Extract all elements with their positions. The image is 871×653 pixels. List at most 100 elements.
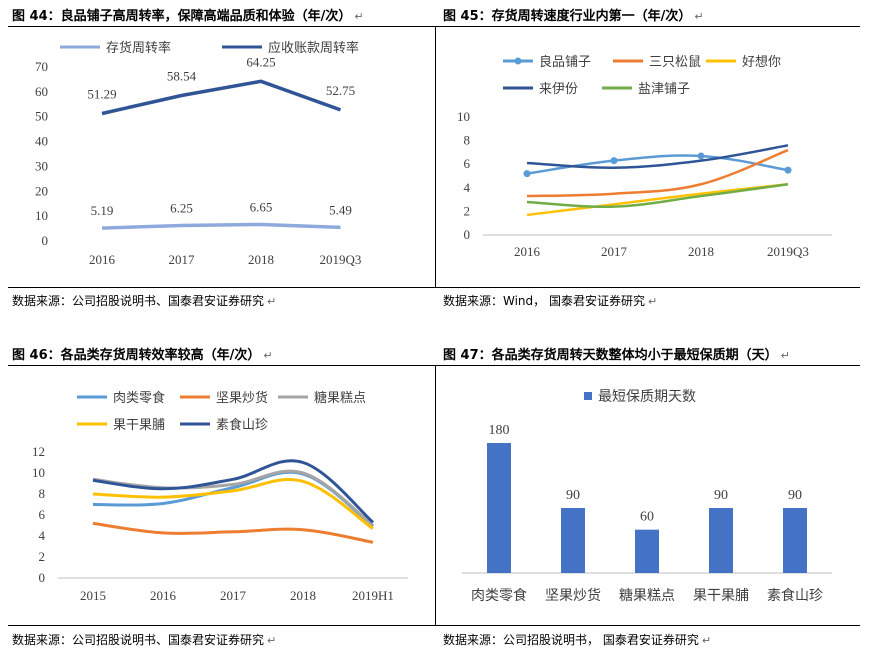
legend-label: 果干果脯 bbox=[113, 418, 165, 433]
x-tick-label: 2019H1 bbox=[352, 588, 394, 603]
bar bbox=[709, 508, 733, 573]
figure-44-title: 图 44：良品铺子高周转率，保障高端品质和体验（年/次） ↵ bbox=[12, 9, 364, 24]
legend-label: 盐津铺子 bbox=[638, 82, 690, 97]
x-tick-label: 肉类零食 bbox=[471, 587, 527, 604]
y-tick-label: 10 bbox=[35, 208, 48, 223]
legend-label: 肉类零食 bbox=[113, 390, 165, 406]
figure-45-source: 数据来源：Wind， 国泰君安证券研究 ↵ bbox=[443, 294, 658, 308]
legend-label: 素食山珍 bbox=[216, 417, 268, 433]
y-tick-label: 2 bbox=[39, 549, 46, 564]
series-line bbox=[101, 79, 342, 116]
data-label: 90 bbox=[566, 488, 580, 503]
data-label: 60 bbox=[640, 510, 654, 525]
mid-rule bbox=[8, 287, 860, 288]
bar bbox=[487, 443, 511, 573]
y-tick-label: 4 bbox=[464, 180, 471, 195]
x-tick-label: 2018 bbox=[290, 588, 316, 603]
y-tick-label: 6 bbox=[39, 507, 46, 522]
figure-47-title: 图 47：各品类存货周转天数整体均小于最短保质期（天） ↵ bbox=[443, 348, 790, 363]
top-rule-right bbox=[436, 26, 860, 27]
column-divider-bottom bbox=[435, 365, 436, 625]
x-tick-label: 2019Q3 bbox=[767, 244, 809, 259]
legend-label: 来伊份 bbox=[539, 82, 578, 97]
data-label: 6.65 bbox=[250, 199, 273, 214]
legend-label: 好想你 bbox=[742, 54, 781, 70]
y-tick-label: 70 bbox=[35, 59, 48, 74]
data-point bbox=[610, 157, 618, 165]
y-tick-label: 10 bbox=[32, 465, 45, 480]
y-tick-label: 2 bbox=[464, 203, 471, 218]
figure-45-title: 图 45：存货周转速度行业内第一（年/次） ↵ bbox=[443, 9, 704, 24]
x-tick-label: 2016 bbox=[89, 252, 116, 267]
y-tick-label: 10 bbox=[457, 109, 470, 124]
x-tick-label: 2016 bbox=[514, 244, 541, 259]
legend-marker bbox=[514, 57, 522, 65]
series-line bbox=[101, 222, 341, 230]
series-line bbox=[92, 478, 374, 530]
x-tick-label: 2018 bbox=[688, 244, 714, 259]
y-tick-label: 60 bbox=[35, 84, 48, 99]
column-divider-top bbox=[435, 26, 436, 288]
series-line bbox=[526, 148, 789, 198]
y-tick-label: 30 bbox=[35, 158, 48, 173]
x-tick-label: 果干果脯 bbox=[693, 588, 749, 604]
legend-label: 良品铺子 bbox=[539, 54, 591, 70]
bar bbox=[783, 508, 807, 573]
bar bbox=[561, 508, 585, 573]
series-line bbox=[526, 183, 789, 209]
data-point bbox=[697, 152, 705, 160]
data-label: 51.29 bbox=[87, 87, 116, 102]
data-label: 90 bbox=[714, 488, 728, 503]
data-label: 90 bbox=[788, 488, 802, 503]
figure-44-source: 数据来源：公司招股说明书、国泰君安证券研究 ↵ bbox=[12, 294, 277, 308]
data-label: 5.49 bbox=[329, 202, 352, 217]
legend-label: 三只松鼠 bbox=[649, 55, 701, 70]
legend-label: 存货周转率 bbox=[106, 40, 171, 56]
x-tick-label: 素食山珍 bbox=[767, 587, 823, 604]
x-tick-label: 2017 bbox=[169, 252, 196, 267]
x-tick-label: 2017 bbox=[601, 244, 628, 259]
bar bbox=[635, 529, 659, 573]
y-tick-label: 8 bbox=[39, 486, 46, 501]
series-line bbox=[526, 154, 789, 175]
figure-47-source: 数据来源：公司招股说明书， 国泰君安证券研究 ↵ bbox=[443, 633, 712, 647]
y-tick-label: 50 bbox=[35, 109, 48, 124]
series-line bbox=[92, 521, 374, 544]
x-tick-label: 糖果糕点 bbox=[619, 588, 675, 604]
data-point bbox=[523, 170, 531, 178]
x-tick-label: 坚果炒货 bbox=[545, 587, 601, 604]
legend-swatch bbox=[584, 392, 592, 400]
y-tick-label: 12 bbox=[32, 444, 45, 459]
legend-label: 坚果炒货 bbox=[216, 390, 268, 406]
series-line bbox=[92, 459, 374, 524]
legend-label: 最短保质期天数 bbox=[598, 389, 696, 405]
bottom-rule bbox=[8, 625, 860, 626]
figure-46-source: 数据来源：公司招股说明书、国泰君安证券研究 ↵ bbox=[12, 633, 277, 647]
data-label: 52.75 bbox=[326, 83, 355, 98]
x-tick-label: 2018 bbox=[248, 252, 274, 267]
data-label: 180 bbox=[489, 423, 510, 438]
series-line bbox=[526, 144, 789, 169]
legend-label: 应收账款周转率 bbox=[268, 40, 359, 56]
x-tick-label: 2016 bbox=[150, 588, 177, 603]
x-tick-label: 2017 bbox=[220, 588, 247, 603]
y-tick-label: 20 bbox=[35, 183, 48, 198]
figure-46-title: 图 46：各品类存货周转效率较高（年/次） ↵ bbox=[12, 348, 273, 363]
mid-rule-2 bbox=[8, 365, 860, 366]
y-tick-label: 4 bbox=[39, 528, 46, 543]
data-label: 64.25 bbox=[246, 54, 275, 69]
y-tick-label: 0 bbox=[42, 233, 49, 248]
y-tick-label: 6 bbox=[464, 156, 471, 171]
data-point bbox=[784, 166, 792, 174]
data-label: 58.54 bbox=[167, 68, 197, 83]
y-tick-label: 0 bbox=[464, 227, 471, 242]
legend-label: 糖果糕点 bbox=[314, 390, 366, 406]
x-tick-label: 2019Q3 bbox=[320, 252, 362, 267]
data-label: 5.19 bbox=[91, 203, 114, 218]
y-tick-label: 8 bbox=[464, 133, 471, 148]
y-tick-label: 40 bbox=[35, 134, 48, 149]
